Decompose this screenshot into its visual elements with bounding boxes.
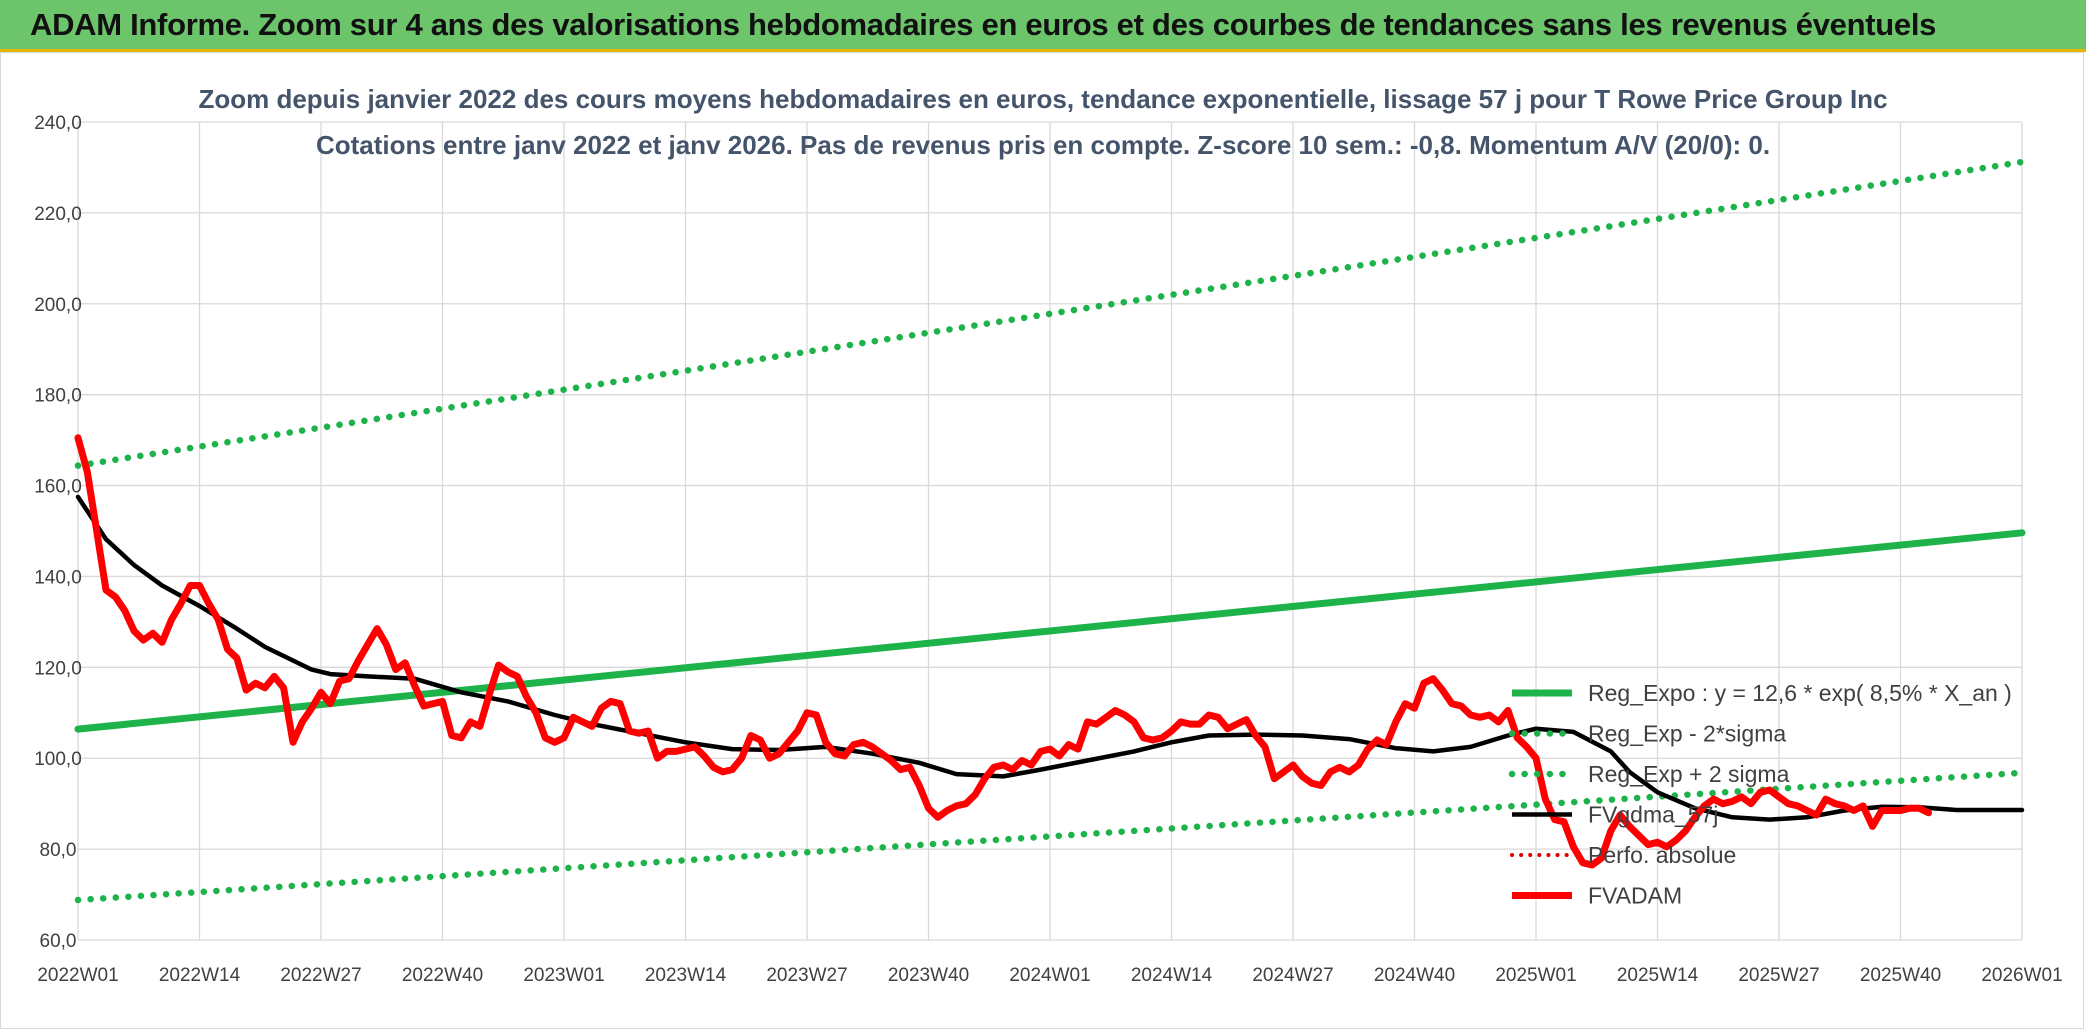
report-title: ADAM Informe. Zoom sur 4 ans des valoris… <box>30 7 1937 42</box>
y-tick-label: 240,0 <box>34 113 82 134</box>
series-line-3 <box>75 494 2025 822</box>
x-tick-label: 2025W01 <box>1495 965 1576 986</box>
x-tick-label: 2022W40 <box>402 965 483 986</box>
y-tick-label: 100,0 <box>34 749 82 770</box>
x-tick-label: 2024W27 <box>1252 965 1333 986</box>
x-tick-label: 2023W27 <box>766 965 847 986</box>
x-axis-ticks: 2022W01 2022W14 2022W27 2022W40 2023W01 2023W… <box>37 965 2062 986</box>
series-line-0 <box>74 529 2026 733</box>
x-tick-label: 2025W27 <box>1738 965 1819 986</box>
x-tick-label: 2022W14 <box>159 965 241 986</box>
header-band: ADAM Informe. Zoom sur 4 ans des valoris… <box>0 0 2086 52</box>
x-tick-label: 2024W01 <box>1009 965 1090 986</box>
x-tick-label: 2025W14 <box>1617 965 1699 986</box>
legend: Reg_Expo : y = 12,6 * exp( 8,5% * X_an )… <box>1508 680 2012 909</box>
x-tick-label: 2026W01 <box>1981 965 2062 986</box>
legend-label: FVgdma_57j <box>1588 802 1718 828</box>
legend-label: Reg_Exp - 2*sigma <box>1588 721 1786 747</box>
grid <box>77 121 2023 941</box>
y-tick-label: 80,0 <box>40 840 77 861</box>
x-tick-label: 2025W40 <box>1860 965 1941 986</box>
x-tick-label: 2023W14 <box>645 965 727 986</box>
y-tick-label: 120,0 <box>34 658 82 679</box>
x-tick-label: 2024W14 <box>1131 965 1213 986</box>
y-axis-ticks: 60,0 80,0 100,0 120,0 140,0 160,0 180,0 200,0 22… <box>34 113 82 952</box>
y-tick-label: 60,0 <box>40 931 77 952</box>
y-tick-label: 180,0 <box>34 386 82 407</box>
y-tick-label: 200,0 <box>34 295 82 316</box>
chart-subtitle: Cotations entre janv 2022 et janv 2026. … <box>316 130 1770 160</box>
y-tick-label: 220,0 <box>34 204 82 225</box>
legend-label: FVADAM <box>1588 883 1682 909</box>
series-line-1 <box>74 769 2026 904</box>
x-tick-label: 2024W40 <box>1374 965 1455 986</box>
series-line-2 <box>74 158 2026 469</box>
x-tick-label: 2023W01 <box>523 965 604 986</box>
x-tick-label: 2022W01 <box>37 965 118 986</box>
y-tick-label: 160,0 <box>34 477 82 498</box>
series <box>74 158 2026 904</box>
chart-title: Zoom depuis janvier 2022 des cours moyen… <box>198 84 1887 114</box>
legend-label: Reg_Expo : y = 12,6 * exp( 8,5% * X_an ) <box>1588 680 2012 706</box>
y-tick-label: 140,0 <box>34 567 82 588</box>
series-line-5 <box>74 434 1932 869</box>
x-tick-label: 2023W40 <box>888 965 969 986</box>
legend-label: Perfo. absolue <box>1588 842 1736 868</box>
x-tick-label: 2022W27 <box>280 965 361 986</box>
legend-label: Reg_Exp + 2 sigma <box>1588 761 1790 787</box>
chart-frame <box>0 52 2084 1029</box>
